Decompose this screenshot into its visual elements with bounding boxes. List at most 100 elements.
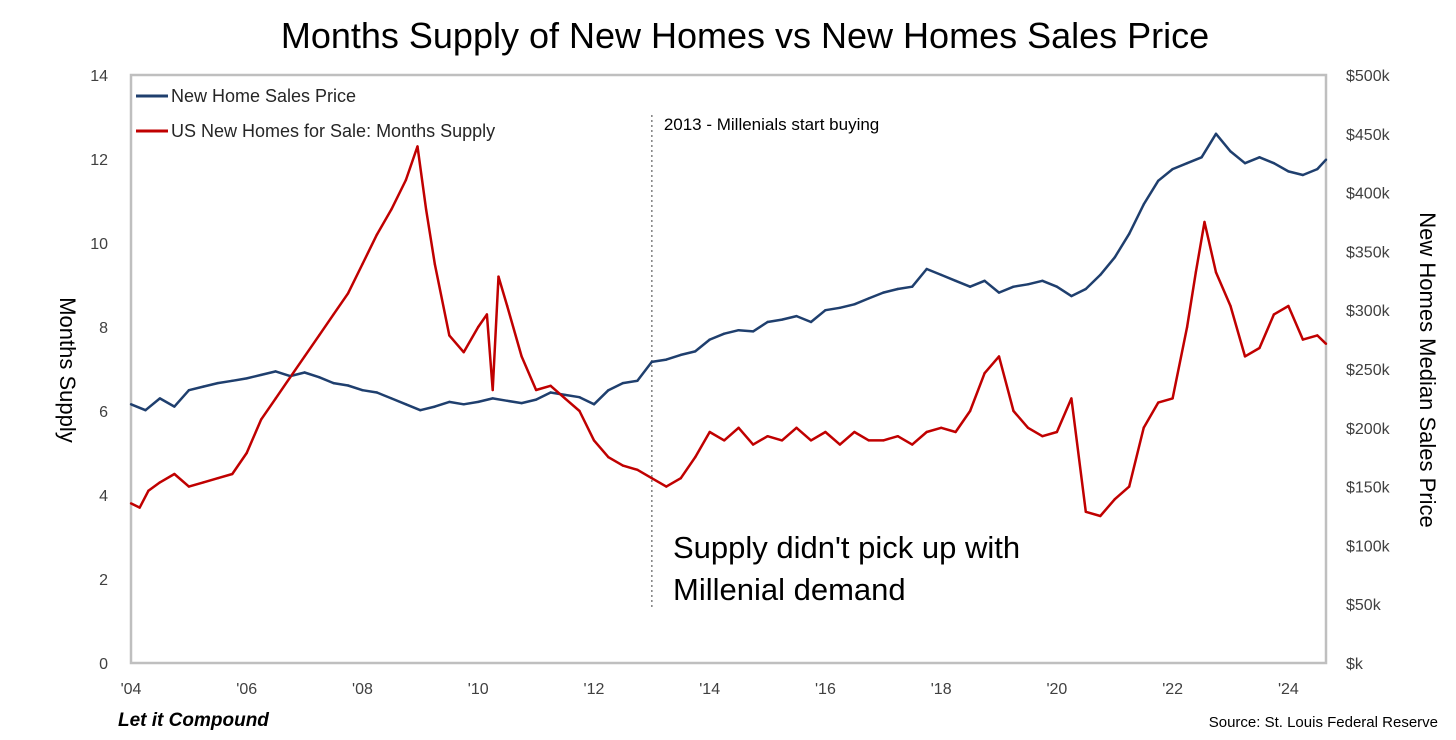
data-point [737, 426, 740, 429]
y-left-tick-label: 6 [99, 404, 108, 421]
data-point [317, 334, 321, 337]
data-point [361, 262, 364, 266]
y-left-tick-label: 12 [90, 152, 108, 169]
data-point [824, 309, 827, 312]
y-axis-left-ticks: 0 2 4 6 8 10 12 14 [90, 68, 108, 673]
data-point [867, 439, 870, 442]
data-point [448, 400, 451, 404]
data-point [896, 435, 899, 438]
data-point [896, 287, 899, 291]
y-left-tick-label: 0 [99, 656, 108, 673]
y-right-tick-label: $200k [1346, 421, 1391, 438]
data-point [477, 325, 480, 329]
x-tick-label: '24 [1278, 681, 1299, 698]
y-right-tick-label: $350k [1346, 244, 1391, 261]
data-point [1258, 346, 1261, 350]
data-point [1142, 203, 1145, 206]
data-point [129, 403, 133, 406]
data-point [1301, 173, 1305, 177]
data-point [202, 385, 205, 388]
data-point [462, 403, 465, 406]
data-point [838, 306, 842, 309]
data-point [809, 320, 813, 324]
data-point [448, 334, 451, 337]
legend-label-months-supply: US New Homes for Sale: Months Supply [171, 121, 495, 141]
data-point [1258, 156, 1261, 159]
data-point [332, 313, 335, 316]
data-point [911, 443, 914, 446]
data-point [867, 297, 870, 300]
data-point [751, 330, 755, 333]
data-point [665, 485, 668, 488]
x-tick-label: '10 [468, 681, 489, 698]
data-point [433, 262, 436, 266]
series-points-new-home-sales-price [129, 132, 1328, 412]
data-point [404, 403, 408, 406]
brand-logo-text: Let it Compound [118, 710, 269, 731]
data-point [563, 397, 567, 400]
data-point [780, 318, 784, 321]
data-point [534, 388, 538, 392]
data-point [1041, 435, 1044, 438]
data-point [607, 456, 610, 459]
data-point [1055, 430, 1059, 434]
chart-title: Months Supply of New Homes vs New Homes … [281, 15, 1209, 56]
y-right-tick-label: $300k [1346, 303, 1391, 320]
data-point [274, 370, 277, 373]
data-point [144, 409, 147, 412]
data-point [1113, 498, 1117, 501]
data-point [708, 430, 711, 434]
data-point [424, 208, 428, 211]
data-point [303, 355, 306, 358]
data-point [216, 381, 219, 385]
plot-area-border [129, 73, 1328, 665]
data-point [129, 502, 133, 505]
data-point [1099, 514, 1102, 518]
data-point [1229, 150, 1232, 153]
data-point [260, 373, 263, 377]
data-point [520, 355, 523, 358]
data-point [853, 430, 856, 434]
data-point [303, 371, 306, 374]
data-point [1142, 426, 1145, 429]
data-point [497, 275, 500, 278]
data-point [968, 409, 972, 413]
data-point [1194, 271, 1198, 274]
data-point [1099, 273, 1102, 277]
data-point [665, 358, 668, 361]
data-point [766, 435, 769, 438]
y-axis-right-label: New Homes Median Sales Price [1415, 212, 1440, 527]
data-point [940, 273, 943, 277]
data-point [506, 399, 509, 402]
data-point [1243, 162, 1247, 165]
data-point [1324, 158, 1328, 161]
data-point [940, 426, 943, 429]
data-point [1185, 325, 1189, 329]
data-point [187, 485, 191, 488]
x-tick-label: '12 [584, 681, 605, 698]
data-point [549, 391, 552, 394]
data-point [332, 381, 335, 385]
y-right-tick-label: $50k [1346, 597, 1382, 614]
data-point [245, 377, 248, 380]
y-left-tick-label: 4 [99, 488, 108, 505]
data-point [1316, 334, 1319, 337]
data-point [1214, 271, 1218, 274]
data-point [231, 472, 234, 476]
data-point [1070, 294, 1073, 298]
data-point [1243, 355, 1247, 358]
data-point [346, 292, 350, 295]
data-point [592, 403, 596, 406]
data-point [679, 477, 682, 480]
data-point [636, 379, 639, 382]
data-point [636, 468, 639, 471]
data-point [621, 464, 625, 467]
data-point [520, 401, 523, 405]
data-point [361, 389, 364, 392]
data-point [173, 405, 176, 408]
y-left-tick-label: 14 [90, 68, 108, 85]
data-point [954, 430, 957, 434]
data-point [187, 389, 191, 392]
data-point [650, 360, 653, 364]
data-point [578, 396, 581, 399]
